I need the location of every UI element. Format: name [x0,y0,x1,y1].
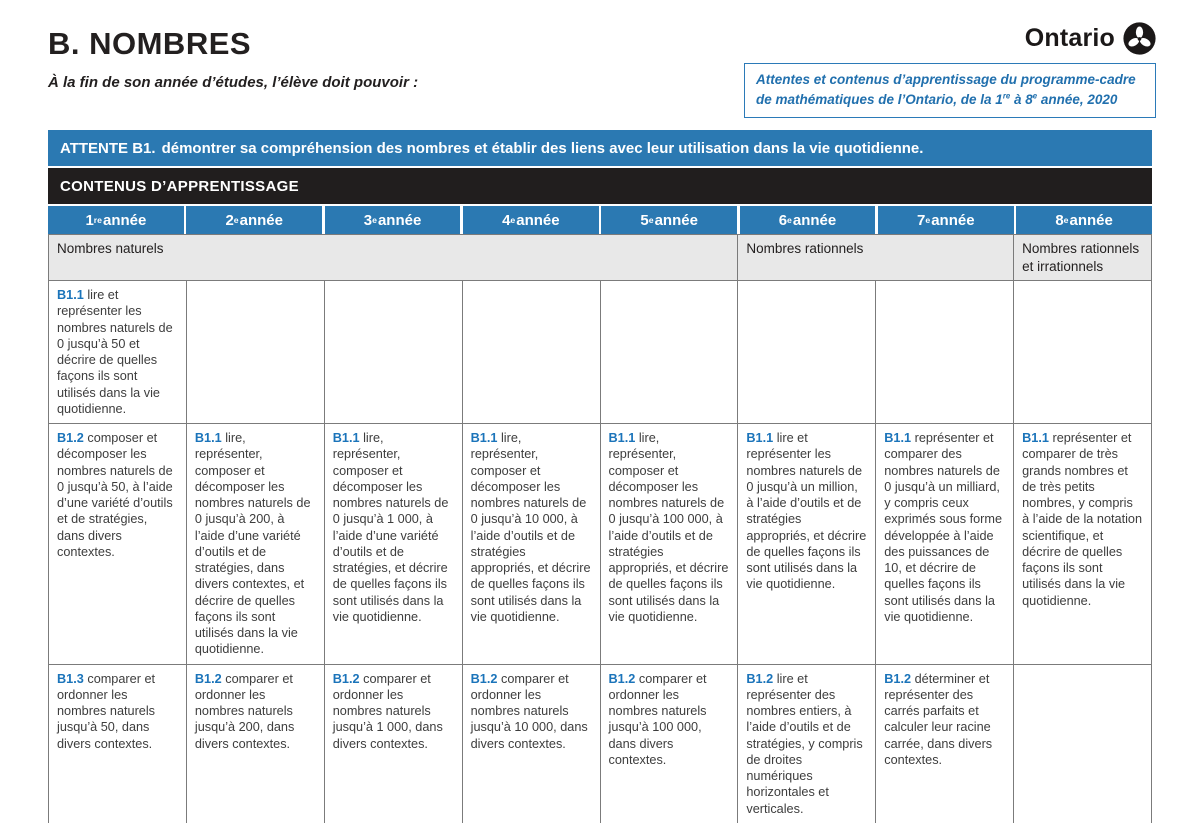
table-row: B1.3 comparer et ordonner les nombres na… [48,663,1152,823]
expectation-code: B1.2 [194,671,222,686]
content-cell [1013,663,1152,823]
content-cell: B1.2 comparer et ordonner les nombres na… [599,663,739,823]
content-cell: B1.2 comparer et ordonner les nombres na… [461,663,601,823]
content-cell: B1.2 comparer et ordonner les nombres na… [185,663,325,823]
expectation-text: comparer et ordonner les nombres naturel… [194,671,295,751]
expectation-code: B1.1 [57,288,84,303]
content-cell [323,280,463,425]
contents-grid: Nombres naturels Nombres rationnels Nomb… [47,233,1152,823]
expectation-code: B1.1 [608,431,636,446]
source-reference-box: Attentes et contenus d’apprentissage du … [744,63,1156,118]
expectation-text: déterminer et représenter des carrés par… [884,671,993,767]
trillium-icon [1123,22,1156,55]
page-subtitle: À la fin de son année d’études, l’élève … [48,74,419,91]
expectation-text: lire et représenter des nombres entiers,… [746,671,863,816]
content-cell: B1.2 déterminer et représenter des carré… [875,663,1015,823]
expectation-code: B1.1 [746,431,774,446]
expectation-code: B1.3 [57,671,84,686]
expectation-text: comparer et ordonner les nombres naturel… [470,671,588,751]
expectation-code: B1.2 [608,671,636,686]
content-cell: B1.2 composer et décomposer les nombres … [48,423,187,665]
table-row: B1.1 lire et représenter les nombres nat… [48,280,1152,425]
expectation-code: B1.2 [884,671,912,686]
attente-text: démontrer sa compréhension des nombres e… [161,139,924,157]
content-cell [461,280,601,425]
content-cell: B1.1 lire, représenter, composer et déco… [461,423,601,665]
domain-label-rationnels-irrationnels: Nombres rationnels et irrationnels [1013,233,1152,282]
expectation-text: lire, représenter, composer et décompose… [470,431,591,624]
content-cell [599,280,739,425]
expectation-text: lire et représenter les nombres naturels… [746,431,867,592]
attente-band: ATTENTE B1. démontrer sa compréhension d… [48,130,1152,166]
content-cell: B1.1 lire, représenter, composer et déco… [185,423,325,665]
expectation-code: B1.2 [332,671,360,686]
expectation-text: lire, représenter, composer et décompose… [608,431,729,624]
content-cell [1013,280,1152,425]
expectation-code: B1.2 [746,671,774,686]
domain-label-rationnels: Nombres rationnels [737,233,1015,282]
expectation-text: lire, représenter, composer et décompose… [332,431,449,624]
expectation-text: comparer et ordonner les nombres naturel… [608,671,707,767]
content-cell [737,280,877,425]
content-cell: B1.1 représenter et comparer des nombres… [875,423,1015,665]
expectation-text: lire, représenter, composer et décompose… [194,431,311,657]
expectation-text: composer et décomposer les nombres natur… [57,431,173,559]
content-cell: B1.2 lire et représenter des nombres ent… [737,663,877,823]
expectation-code: B1.1 [884,431,912,446]
content-cell: B1.1 lire, représenter, composer et déco… [599,423,739,665]
grade-header-1: 1 re année [48,206,184,234]
content-cell: B1.1 lire et représenter les nombres nat… [48,280,187,425]
expectation-code: B1.1 [332,431,360,446]
expectation-text: représenter et comparer de très grands n… [1022,431,1143,608]
table-row: B1.2 composer et décomposer les nombres … [48,423,1152,665]
expectation-text: comparer et ordonner les nombres naturel… [57,671,156,751]
expectation-code: B1.2 [57,431,84,446]
contenus-band: CONTENUS D’APPRENTISSAGE [48,168,1152,204]
ontario-logo: Ontario [1025,22,1156,55]
expectation-code: B1.2 [470,671,498,686]
domain-row: Nombres naturels Nombres rationnels Nomb… [47,233,1152,282]
ontario-logo-text: Ontario [1024,24,1115,52]
expectation-code: B1.1 [470,431,498,446]
expectation-code: B1.1 [1022,431,1049,446]
content-cell: B1.1 lire, représenter, composer et déco… [323,423,463,665]
expectation-code: B1.1 [194,431,222,446]
curriculum-table: ATTENTE B1. démontrer sa compréhension d… [47,130,1152,823]
source-line-2: de mathématiques de l’Ontario, de la 1re… [756,91,1118,108]
domain-label-naturels: Nombres naturels [47,233,739,282]
expectation-text: comparer et ordonner les nombres naturel… [332,671,443,751]
expectation-text: représenter et comparer des nombres natu… [884,431,1002,624]
content-cell: B1.1 lire et représenter les nombres nat… [737,423,877,665]
content-cell: B1.3 comparer et ordonner les nombres na… [48,663,187,823]
source-line-1: Attentes et contenus d’apprentissage du … [756,72,1136,87]
content-cell: B1.2 comparer et ordonner les nombres na… [323,663,463,823]
attente-label: ATTENTE B1. [60,139,156,157]
content-cell [875,280,1015,425]
content-cell: B1.1 représenter et comparer de très gra… [1013,423,1152,665]
content-cell [185,280,325,425]
expectation-text: lire et représenter les nombres naturels… [57,288,173,416]
page-title: B. NOMBRES [48,26,252,61]
